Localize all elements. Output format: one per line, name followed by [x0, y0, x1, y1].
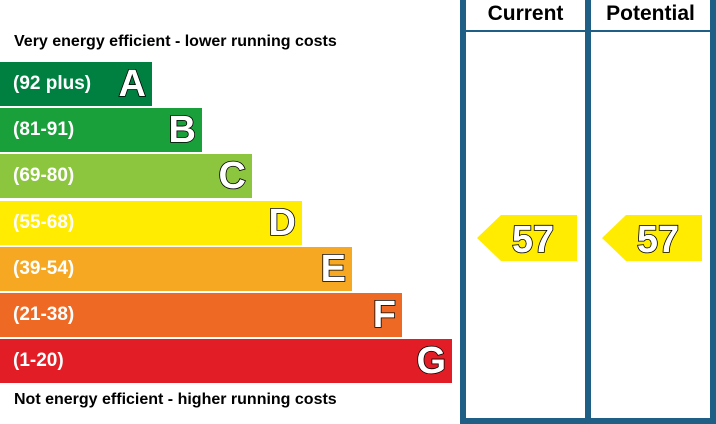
band-range-label: (21-38)	[13, 304, 75, 325]
band-range-label: (69-80)	[13, 165, 75, 186]
band-letter: F	[372, 293, 397, 337]
current-arrow-shape	[477, 215, 577, 261]
top-caption: Very energy efficient - lower running co…	[14, 33, 337, 50]
band-letter: B	[168, 108, 197, 152]
band-letter: E	[320, 247, 347, 291]
potential-header: Potential	[591, 0, 710, 30]
current-header: Current	[466, 0, 585, 30]
band-range-label: (92 plus)	[13, 73, 92, 94]
band-g: (1-20) G	[0, 339, 452, 383]
potential-arrow-shape	[602, 215, 702, 261]
rating-columns-frame: Current Potential	[460, 0, 716, 424]
band-e: (39-54) E	[0, 247, 352, 291]
band-c: (69-80) C	[0, 154, 252, 198]
band-range-label: (1-20)	[13, 350, 64, 371]
band-letter: D	[268, 201, 297, 245]
band-d: (55-68) D	[0, 201, 302, 245]
band-range-label: (55-68)	[13, 212, 75, 233]
current-rating-value: 57	[512, 219, 554, 261]
band-letter: G	[416, 339, 447, 383]
band-a: (92 plus) A	[0, 62, 152, 106]
potential-rating-arrow: 57	[602, 215, 702, 262]
band-range-label: (81-91)	[13, 119, 75, 140]
band-f: (21-38) F	[0, 293, 402, 337]
potential-rating-value: 57	[637, 219, 679, 261]
band-letter: A	[118, 62, 147, 106]
band-b: (81-91) B	[0, 108, 202, 152]
bottom-caption: Not energy efficient - higher running co…	[14, 391, 337, 408]
current-rating-arrow: 57	[477, 215, 577, 262]
band-letter: C	[218, 154, 247, 198]
band-range-label: (39-54)	[13, 258, 75, 279]
